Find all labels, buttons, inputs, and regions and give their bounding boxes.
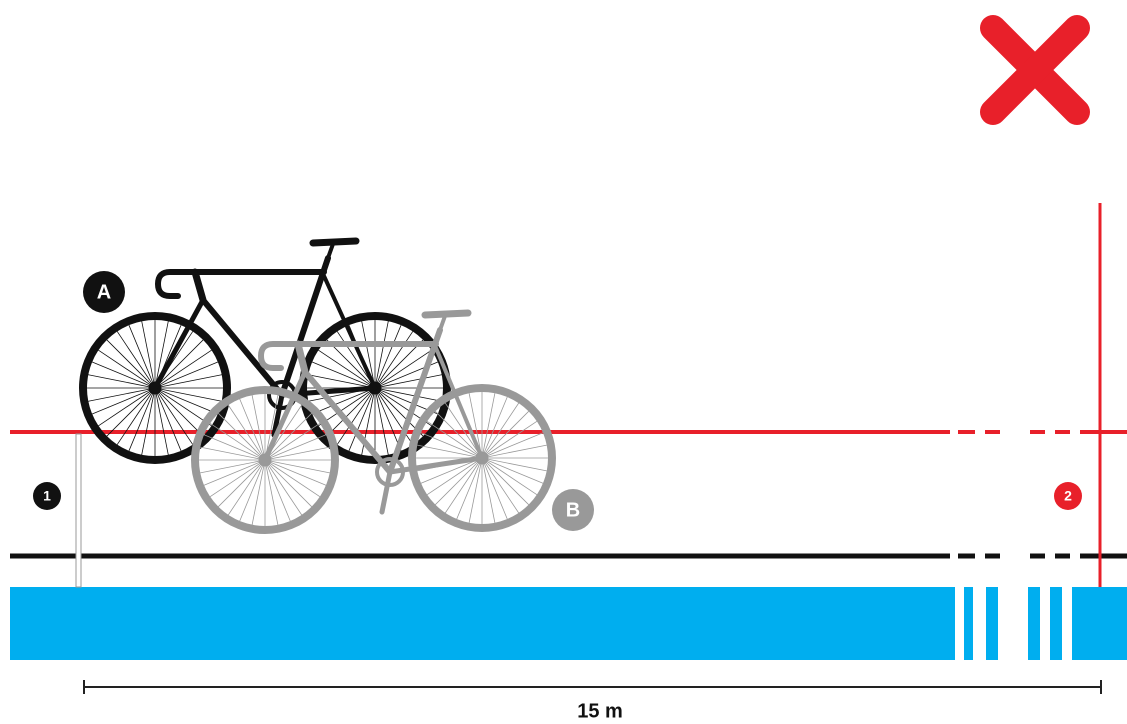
bikes: [83, 241, 552, 530]
page: A B 1 2 15 m (() => { const data = JSON.…: [0, 0, 1127, 724]
bike-label: A: [97, 281, 111, 303]
spoke: [435, 411, 482, 458]
spoke: [218, 413, 265, 460]
spoke: [107, 388, 155, 436]
spoke: [327, 340, 375, 388]
spoke: [265, 413, 312, 460]
spoke: [155, 388, 203, 436]
frame-tube: [298, 344, 305, 372]
handlebar: [158, 272, 195, 296]
spoke: [218, 460, 265, 507]
cross-icon: [993, 28, 1077, 112]
spoke: [375, 340, 423, 388]
blue-band: [10, 587, 1127, 660]
dimension-line: [84, 680, 1101, 694]
diagram: A B 1 2 15 m: [0, 0, 1127, 724]
crank: [382, 472, 390, 512]
dimension-label: 15 m: [577, 700, 623, 722]
bike: [195, 313, 552, 530]
frame-tube: [195, 272, 203, 300]
saddle: [425, 313, 468, 315]
bike-label: B: [566, 499, 580, 521]
marker-label: 2: [1064, 488, 1072, 504]
spoke: [482, 458, 529, 505]
frame-tube: [328, 244, 333, 258]
saddle: [313, 241, 356, 243]
marker-label: 1: [43, 488, 51, 504]
spoke: [107, 340, 155, 388]
spoke: [482, 411, 529, 458]
spoke: [265, 460, 312, 507]
frame-tube: [440, 316, 445, 330]
post: [76, 434, 81, 587]
